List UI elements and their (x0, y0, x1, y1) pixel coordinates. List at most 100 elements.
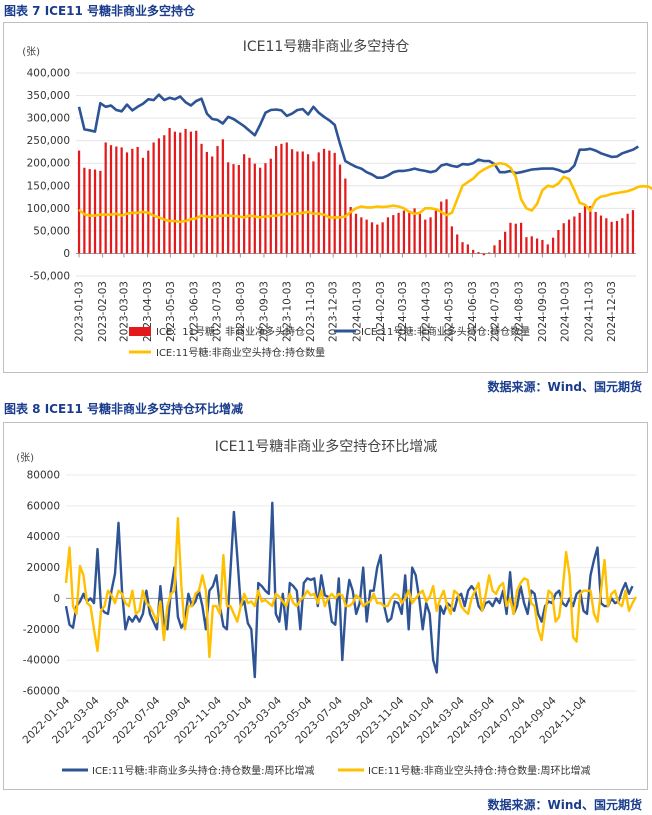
chart-1-y-tick: -50,000 (29, 271, 70, 283)
chart-1-y-tick: 300,000 (27, 113, 70, 125)
chart-1-bar (573, 216, 576, 254)
chart-1-bar (280, 143, 283, 254)
chart-1-bar (418, 211, 422, 254)
chart-1-x-tick: 2024-05-03 (443, 281, 455, 342)
chart-1-bar (434, 210, 438, 254)
chart-1-bar (504, 231, 507, 254)
figure-7-caption: 图表 7 ICE11 号糖非商业多空持仓 (4, 4, 196, 18)
chart-1-y-tick: 50,000 (33, 225, 70, 237)
chart-1-bar (189, 131, 193, 254)
chart-1-bar (413, 208, 416, 254)
chart-1-bar (136, 146, 139, 254)
chart-1-bar (120, 147, 123, 254)
chart-2-y-tick: 80000 (27, 470, 60, 482)
chart-1-bar (157, 138, 161, 254)
chart-1-bar (173, 131, 177, 254)
chart-1-long-line (77, 93, 639, 179)
chart-1-x-tick: 2023-02-03 (97, 281, 109, 342)
chart-1-x-tick: 2024-09-03 (537, 281, 549, 342)
chart-1-bar (200, 143, 203, 254)
chart-1-bar (216, 146, 219, 254)
chart-1-legend-bar-swatch (129, 327, 151, 336)
chart-1-bar (179, 132, 182, 254)
chart-1-bar (88, 169, 91, 254)
chart-1-bar (365, 219, 368, 254)
chart-1-bar (456, 234, 459, 254)
chart-1-bar (274, 146, 278, 254)
chart-1-bar (163, 135, 166, 254)
chart-1-bar (333, 152, 336, 254)
chart-1-x-tick: 2023-09-03 (258, 281, 270, 342)
chart-1-bar (594, 211, 597, 254)
chart-1-legend-short-label: ICE:11号糖:非商业空头持仓:持仓数量 (156, 346, 325, 359)
chart-1-bar (290, 149, 294, 254)
chart-1-bar (610, 221, 613, 254)
chart-2-short-change-line (64, 516, 638, 659)
chart-2-y-tick: -60000 (23, 686, 60, 698)
chart-1-frame: ICE11号糖非商业多空持仓 (张) -50,000 0 50,000 100,000 15… (3, 22, 652, 373)
chart-1-legend-bar-label: ICE：11号糖：非商业净多头持仓 (156, 325, 305, 338)
chart-1-bar (386, 217, 390, 254)
chart-1-y-tick: 350,000 (27, 90, 70, 102)
chart-1-bar (450, 226, 453, 254)
chart-1-bar (253, 163, 256, 254)
chart-1-bar (93, 169, 97, 254)
chart-2-y-tick: 40000 (27, 531, 60, 543)
chart-1-y-unit: (张) (22, 46, 40, 58)
figure-7-source: 数据来源：Wind、国元期货 (487, 380, 642, 394)
chart-1-bar (317, 152, 320, 254)
chart-1-bar (349, 206, 352, 254)
chart-1-x-tick: 2024-07-03 (490, 281, 502, 342)
chart-1-bar (227, 162, 230, 254)
chart-1-bar (184, 128, 187, 254)
chart-1-bar (211, 156, 214, 254)
chart-1-x-tick: 2023-08-03 (235, 281, 247, 342)
chart-2-y-unit: (张) (16, 452, 34, 464)
chart-1-bar (392, 215, 395, 254)
chart-1-x-tick: 2024-12-03 (606, 281, 618, 342)
chart-1-bar (232, 164, 235, 254)
chart-1-bar (621, 218, 624, 254)
chart-1-bar (264, 163, 267, 254)
chart-1-bar (243, 154, 246, 254)
chart-1-bar (360, 217, 363, 254)
chart-1-bar (115, 146, 118, 254)
chart-1-bar (328, 150, 331, 254)
chart-1-bar (354, 213, 358, 254)
chart-1-bar (338, 164, 342, 254)
chart-1-bar (589, 206, 592, 254)
chart-2-y-tick: 0 (53, 593, 60, 605)
chart-1-bar (509, 222, 512, 254)
chart-1-bar (519, 222, 523, 254)
chart-2-long-change-line (64, 501, 634, 679)
chart-1-bar (429, 217, 432, 254)
chart-1-bar (397, 212, 400, 254)
chart-1-bar (104, 142, 107, 254)
chart-1-title: ICE11号糖非商业多空持仓 (243, 38, 410, 55)
chart-2-y-tick: 60000 (27, 500, 60, 512)
figure-8-source: 数据来源：Wind、国元期货 (487, 798, 642, 812)
chart-1-bar (477, 252, 480, 254)
chart-1-bar (221, 139, 224, 254)
chart-1-bar (296, 151, 299, 254)
chart-1-bar (370, 222, 374, 254)
chart-1-bar (557, 229, 560, 254)
chart-1-bar (152, 142, 155, 254)
chart-1-bar (535, 238, 539, 254)
chart-2-legend-long-label: ICE:11号糖:非商业多头持仓:持仓数量:周环比增减 (92, 764, 314, 777)
chart-1-x-tick: 2024-03-03 (397, 281, 409, 342)
chart-1-bar (472, 249, 475, 254)
chart-1-bar (109, 145, 113, 254)
chart-1-bar (285, 142, 288, 254)
chart-1-bar (546, 244, 549, 254)
chart-1-bar (615, 220, 619, 254)
chart-1-x-tick: 2024-01-03 (351, 281, 363, 342)
chart-1-bar (147, 150, 150, 254)
chart-1-bar (493, 245, 496, 254)
chart-1-bar (99, 170, 102, 254)
chart-1-bar (551, 237, 555, 254)
chart-1-x-tick: 2023-11-03 (305, 281, 317, 342)
chart-1-bar (461, 242, 464, 254)
chart-1-bar (578, 212, 581, 254)
chart-1-bar (237, 165, 240, 254)
